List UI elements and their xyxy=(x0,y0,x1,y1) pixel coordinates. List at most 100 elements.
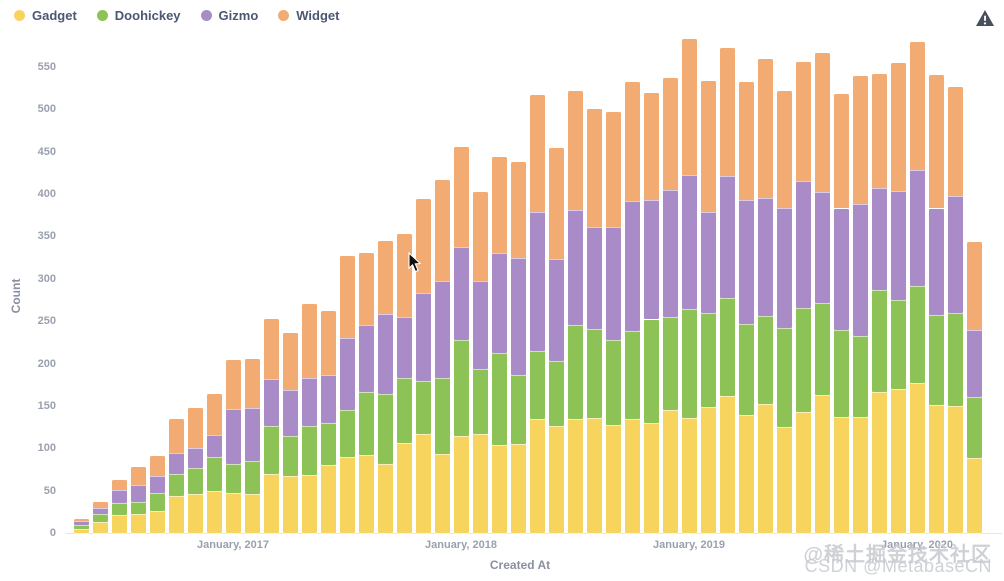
bar-segment-gadget[interactable] xyxy=(130,513,146,533)
bar-segment-gadget[interactable] xyxy=(434,454,450,533)
bar-segment-gadget[interactable] xyxy=(909,383,925,533)
bar-segment-doohickey[interactable] xyxy=(206,456,222,492)
bar-segment-doohickey[interactable] xyxy=(947,312,963,406)
bar-segment-widget[interactable] xyxy=(738,82,754,201)
bar-segment-gizmo[interactable] xyxy=(719,176,735,299)
bar-segment-gizmo[interactable] xyxy=(263,378,279,427)
bar-2017-09[interactable] xyxy=(377,240,393,533)
bar-segment-gizmo[interactable] xyxy=(168,453,184,474)
bar-segment-widget[interactable] xyxy=(339,255,355,339)
bar-segment-widget[interactable] xyxy=(662,78,678,190)
bar-segment-gizmo[interactable] xyxy=(358,324,374,392)
bar-segment-gizmo[interactable] xyxy=(624,200,640,331)
bar-segment-doohickey[interactable] xyxy=(852,336,868,417)
bar-segment-widget[interactable] xyxy=(206,394,222,435)
bar-segment-doohickey[interactable] xyxy=(795,307,811,412)
bar-segment-gadget[interactable] xyxy=(757,404,773,533)
bar-2018-10[interactable] xyxy=(624,82,640,533)
bar-segment-widget[interactable] xyxy=(377,240,393,315)
bar-segment-widget[interactable] xyxy=(586,108,602,228)
bar-segment-widget[interactable] xyxy=(681,39,697,176)
bar-segment-widget[interactable] xyxy=(833,94,849,209)
bar-segment-widget[interactable] xyxy=(776,90,792,208)
bar-segment-widget[interactable] xyxy=(624,82,640,201)
bar-2017-06[interactable] xyxy=(320,311,336,533)
bar-segment-gizmo[interactable] xyxy=(548,259,564,361)
bar-2018-04[interactable] xyxy=(510,161,526,533)
bar-2018-06[interactable] xyxy=(548,147,564,533)
bar-segment-doohickey[interactable] xyxy=(73,525,89,529)
bar-segment-doohickey[interactable] xyxy=(738,323,754,416)
bar-segment-doohickey[interactable] xyxy=(643,319,659,423)
bar-segment-widget[interactable] xyxy=(966,241,982,330)
bar-segment-widget[interactable] xyxy=(567,90,583,211)
bar-segment-gadget[interactable] xyxy=(187,494,203,533)
bar-segment-doohickey[interactable] xyxy=(567,324,583,420)
bar-segment-widget[interactable] xyxy=(491,156,507,253)
bar-segment-gadget[interactable] xyxy=(624,419,640,533)
bar-segment-gizmo[interactable] xyxy=(738,200,754,324)
bar-2018-01[interactable] xyxy=(453,146,469,533)
bar-segment-doohickey[interactable] xyxy=(681,309,697,418)
bar-segment-doohickey[interactable] xyxy=(244,461,260,495)
bar-segment-gadget[interactable] xyxy=(92,522,108,533)
bar-segment-gadget[interactable] xyxy=(643,422,659,533)
bar-segment-doohickey[interactable] xyxy=(187,467,203,495)
bar-segment-gizmo[interactable] xyxy=(434,280,450,378)
bar-segment-gadget[interactable] xyxy=(662,410,678,533)
bar-2020-01[interactable] xyxy=(909,42,925,533)
bar-segment-widget[interactable] xyxy=(434,179,450,281)
bar-2019-09[interactable] xyxy=(833,94,849,533)
bar-segment-doohickey[interactable] xyxy=(282,435,298,477)
bar-segment-gadget[interactable] xyxy=(453,435,469,533)
bar-segment-doohickey[interactable] xyxy=(624,330,640,420)
bar-2018-12[interactable] xyxy=(662,78,678,533)
bar-segment-gadget[interactable] xyxy=(928,405,944,533)
bar-segment-doohickey[interactable] xyxy=(396,377,412,444)
bar-2017-08[interactable] xyxy=(358,252,374,533)
bar-segment-gadget[interactable] xyxy=(852,416,868,533)
bar-segment-gizmo[interactable] xyxy=(662,189,678,317)
bar-segment-gizmo[interactable] xyxy=(320,374,336,423)
bar-segment-doohickey[interactable] xyxy=(966,396,982,458)
bar-segment-gadget[interactable] xyxy=(510,444,526,533)
bar-segment-gizmo[interactable] xyxy=(301,377,317,427)
bar-segment-gizmo[interactable] xyxy=(529,211,545,351)
bar-2019-08[interactable] xyxy=(814,53,830,533)
bar-segment-gadget[interactable] xyxy=(244,494,260,533)
bar-segment-gadget[interactable] xyxy=(149,510,165,533)
bar-segment-doohickey[interactable] xyxy=(605,339,621,425)
bar-segment-gizmo[interactable] xyxy=(605,227,621,340)
bar-segment-doohickey[interactable] xyxy=(263,426,279,474)
bar-2019-07[interactable] xyxy=(795,61,811,533)
bar-segment-doohickey[interactable] xyxy=(833,329,849,417)
bar-2020-04[interactable] xyxy=(966,241,982,533)
bar-segment-widget[interactable] xyxy=(415,199,431,294)
bar-segment-widget[interactable] xyxy=(396,233,412,317)
bar-2019-12[interactable] xyxy=(890,62,906,533)
bar-segment-widget[interactable] xyxy=(700,81,716,212)
bar-segment-widget[interactable] xyxy=(301,304,317,378)
bar-segment-doohickey[interactable] xyxy=(871,289,887,392)
bar-segment-gadget[interactable] xyxy=(377,463,393,533)
bar-segment-doohickey[interactable] xyxy=(472,368,488,434)
bar-segment-gizmo[interactable] xyxy=(453,247,469,340)
bar-2016-09[interactable] xyxy=(149,455,165,533)
bar-segment-doohickey[interactable] xyxy=(719,298,735,396)
bar-segment-doohickey[interactable] xyxy=(168,473,184,496)
bar-segment-gadget[interactable] xyxy=(358,455,374,533)
bar-segment-widget[interactable] xyxy=(529,94,545,212)
bar-2017-07[interactable] xyxy=(339,255,355,533)
bar-segment-gizmo[interactable] xyxy=(111,489,127,504)
bar-segment-gizmo[interactable] xyxy=(681,175,697,310)
bar-segment-gadget[interactable] xyxy=(472,433,488,533)
bar-segment-widget[interactable] xyxy=(358,252,374,325)
bar-segment-gadget[interactable] xyxy=(586,417,602,533)
bar-segment-gizmo[interactable] xyxy=(187,448,203,468)
bar-segment-gizmo[interactable] xyxy=(130,484,146,502)
bar-segment-gizmo[interactable] xyxy=(415,293,431,381)
bar-segment-gizmo[interactable] xyxy=(966,329,982,397)
bar-segment-doohickey[interactable] xyxy=(358,391,374,456)
bar-segment-gadget[interactable] xyxy=(206,491,222,533)
bar-segment-gizmo[interactable] xyxy=(909,169,925,287)
